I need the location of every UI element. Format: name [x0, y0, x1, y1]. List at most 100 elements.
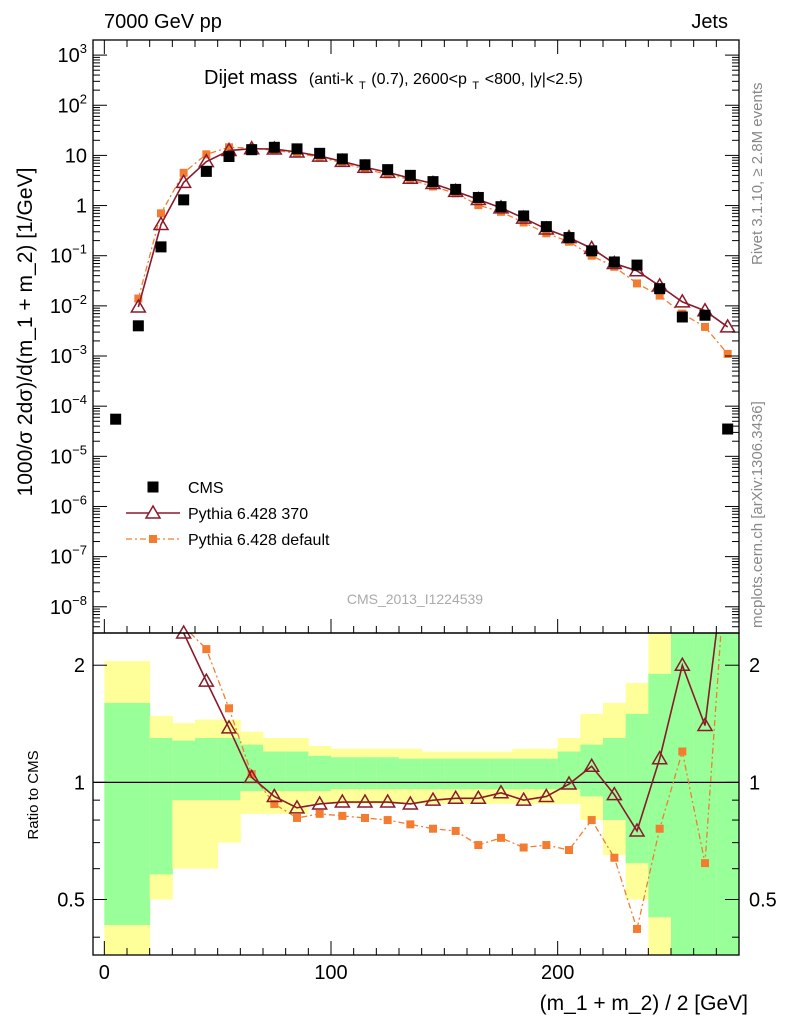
rivet-side-label: Rivet 3.1.10, ≥ 2.8M events — [749, 83, 766, 266]
band-green — [421, 758, 445, 790]
header-left-label: 7000 GeV pp — [104, 11, 222, 33]
point-pythia-default — [655, 291, 664, 300]
watermark: CMS_2013_I1224539 — [347, 591, 483, 607]
y-tick-exp: −1 — [72, 242, 87, 257]
ratio-point-pythia-default — [315, 809, 324, 818]
band-green — [648, 673, 672, 918]
ratio-point-pythia-370 — [424, 791, 442, 806]
y-tick-base: 10 — [50, 547, 72, 569]
band-green — [489, 758, 513, 790]
y-tick-label: 10−2 — [50, 292, 87, 318]
chart-subtitle-b: (0.7), 2600<p — [371, 71, 467, 88]
point-cms — [722, 423, 734, 435]
ratio-point-pythia-default — [587, 816, 596, 825]
point-cms — [586, 245, 598, 257]
y-tick-exp: 3 — [80, 41, 87, 56]
point-cms — [223, 151, 235, 163]
point-pythia-default — [157, 209, 165, 218]
x-tick-label: 200 — [541, 962, 574, 984]
y-tick-base: 10 — [50, 446, 72, 468]
legend-marker-pythia-370 — [144, 504, 162, 519]
ratio-uncertainty-bands — [104, 633, 740, 955]
band-green — [217, 738, 241, 801]
ratio-point-pythia-370 — [696, 716, 714, 732]
ratio-point-pythia-370 — [334, 793, 351, 808]
point-cms — [110, 413, 122, 425]
mcplots-side-label: mcplots.cern.ch [arXiv:1306.3436] — [749, 401, 766, 628]
ratio-line-pythia-370 — [182, 632, 718, 833]
band-green — [716, 633, 740, 955]
point-pythia-default — [179, 168, 188, 177]
ratio-tick-label-right: 2 — [749, 655, 760, 677]
point-cms — [676, 311, 688, 323]
y-tick-base: 10 — [58, 45, 80, 67]
band-green — [308, 755, 332, 792]
ratio-point-pythia-default — [202, 645, 211, 654]
point-cms — [382, 164, 394, 176]
band-green — [195, 738, 219, 801]
point-cms — [540, 221, 552, 233]
ratio-point-pythia-370 — [379, 793, 396, 808]
point-cms — [608, 256, 620, 268]
y-tick-base: 10 — [65, 145, 87, 167]
ratio-tick-label: 0.5 — [57, 889, 85, 911]
y-tick-exp: −4 — [72, 392, 87, 407]
point-pythia-default — [542, 229, 551, 238]
ratio-point-pythia-default — [293, 813, 301, 822]
y-tick-label: 10−7 — [50, 543, 87, 569]
point-pythia-370 — [674, 293, 691, 308]
y-tick-exp: −8 — [72, 593, 87, 608]
header-right-label: Jets — [691, 11, 728, 33]
ratio-point-pythia-370 — [606, 786, 623, 801]
band-green — [127, 702, 151, 925]
ratio-point-pythia-default — [565, 846, 573, 855]
ratio-point-pythia-default — [361, 813, 369, 822]
point-cms — [246, 144, 258, 156]
point-pythia-default — [723, 349, 732, 358]
ratio-point-pythia-370 — [266, 787, 283, 803]
legend-label: Pythia 6.428 370 — [188, 506, 308, 523]
band-green — [331, 757, 355, 790]
y-tick-exp: −3 — [72, 342, 87, 357]
ratio-tick-label-right: 1 — [749, 772, 760, 794]
chart-title-main: Dijet mass — [204, 67, 297, 89]
point-cms — [155, 241, 167, 253]
point-pythia-370 — [175, 173, 192, 189]
y-tick-base: 10 — [50, 246, 72, 268]
y-axis-label: 1000/σ 2dσ)/d(m_1 + m_2) [1/GeV] — [14, 168, 37, 497]
ratio-point-pythia-370 — [583, 757, 600, 772]
band-green — [376, 757, 400, 790]
ratio-y-axis-label: Ratio to CMS — [25, 750, 42, 839]
x-tick-label: 0 — [99, 962, 110, 984]
ratio-point-pythia-default — [497, 833, 505, 842]
y-tick-base: 10 — [50, 496, 72, 518]
legend: CMS Pythia 6.428 370 Pythia 6.428 default — [126, 480, 330, 549]
chart-title: Dijet mass (anti-k T (0.7), 2600<p T <80… — [204, 67, 583, 94]
point-cms — [495, 201, 507, 213]
ratio-point-pythia-default — [270, 799, 279, 808]
ratio-point-pythia-default — [247, 770, 256, 779]
ratio-point-pythia-default — [678, 747, 687, 756]
ratio-point-pythia-370 — [198, 672, 215, 687]
band-green — [399, 758, 423, 790]
band-green — [467, 758, 491, 790]
y-tick-label: 102 — [58, 91, 87, 117]
band-green — [512, 758, 536, 790]
ratio-point-pythia-370 — [628, 822, 646, 837]
band-green — [671, 633, 695, 955]
y-tick-label: 10 — [65, 145, 87, 167]
point-cms — [359, 159, 371, 171]
band-green — [263, 751, 287, 792]
ratio-point-pythia-default — [406, 820, 415, 829]
y-tick-exp: −5 — [72, 442, 87, 457]
point-cms — [291, 143, 303, 155]
point-pythia-370 — [152, 215, 170, 231]
y-tick-base: 10 — [50, 296, 72, 318]
point-cms — [563, 232, 575, 244]
ratio-frame — [92, 632, 740, 956]
y-tick-label: 10−8 — [50, 593, 87, 619]
chart-subtitle-sub1: T — [359, 80, 366, 92]
ratio-point-pythia-default — [701, 859, 709, 868]
ratio-point-pythia-default — [451, 826, 460, 835]
